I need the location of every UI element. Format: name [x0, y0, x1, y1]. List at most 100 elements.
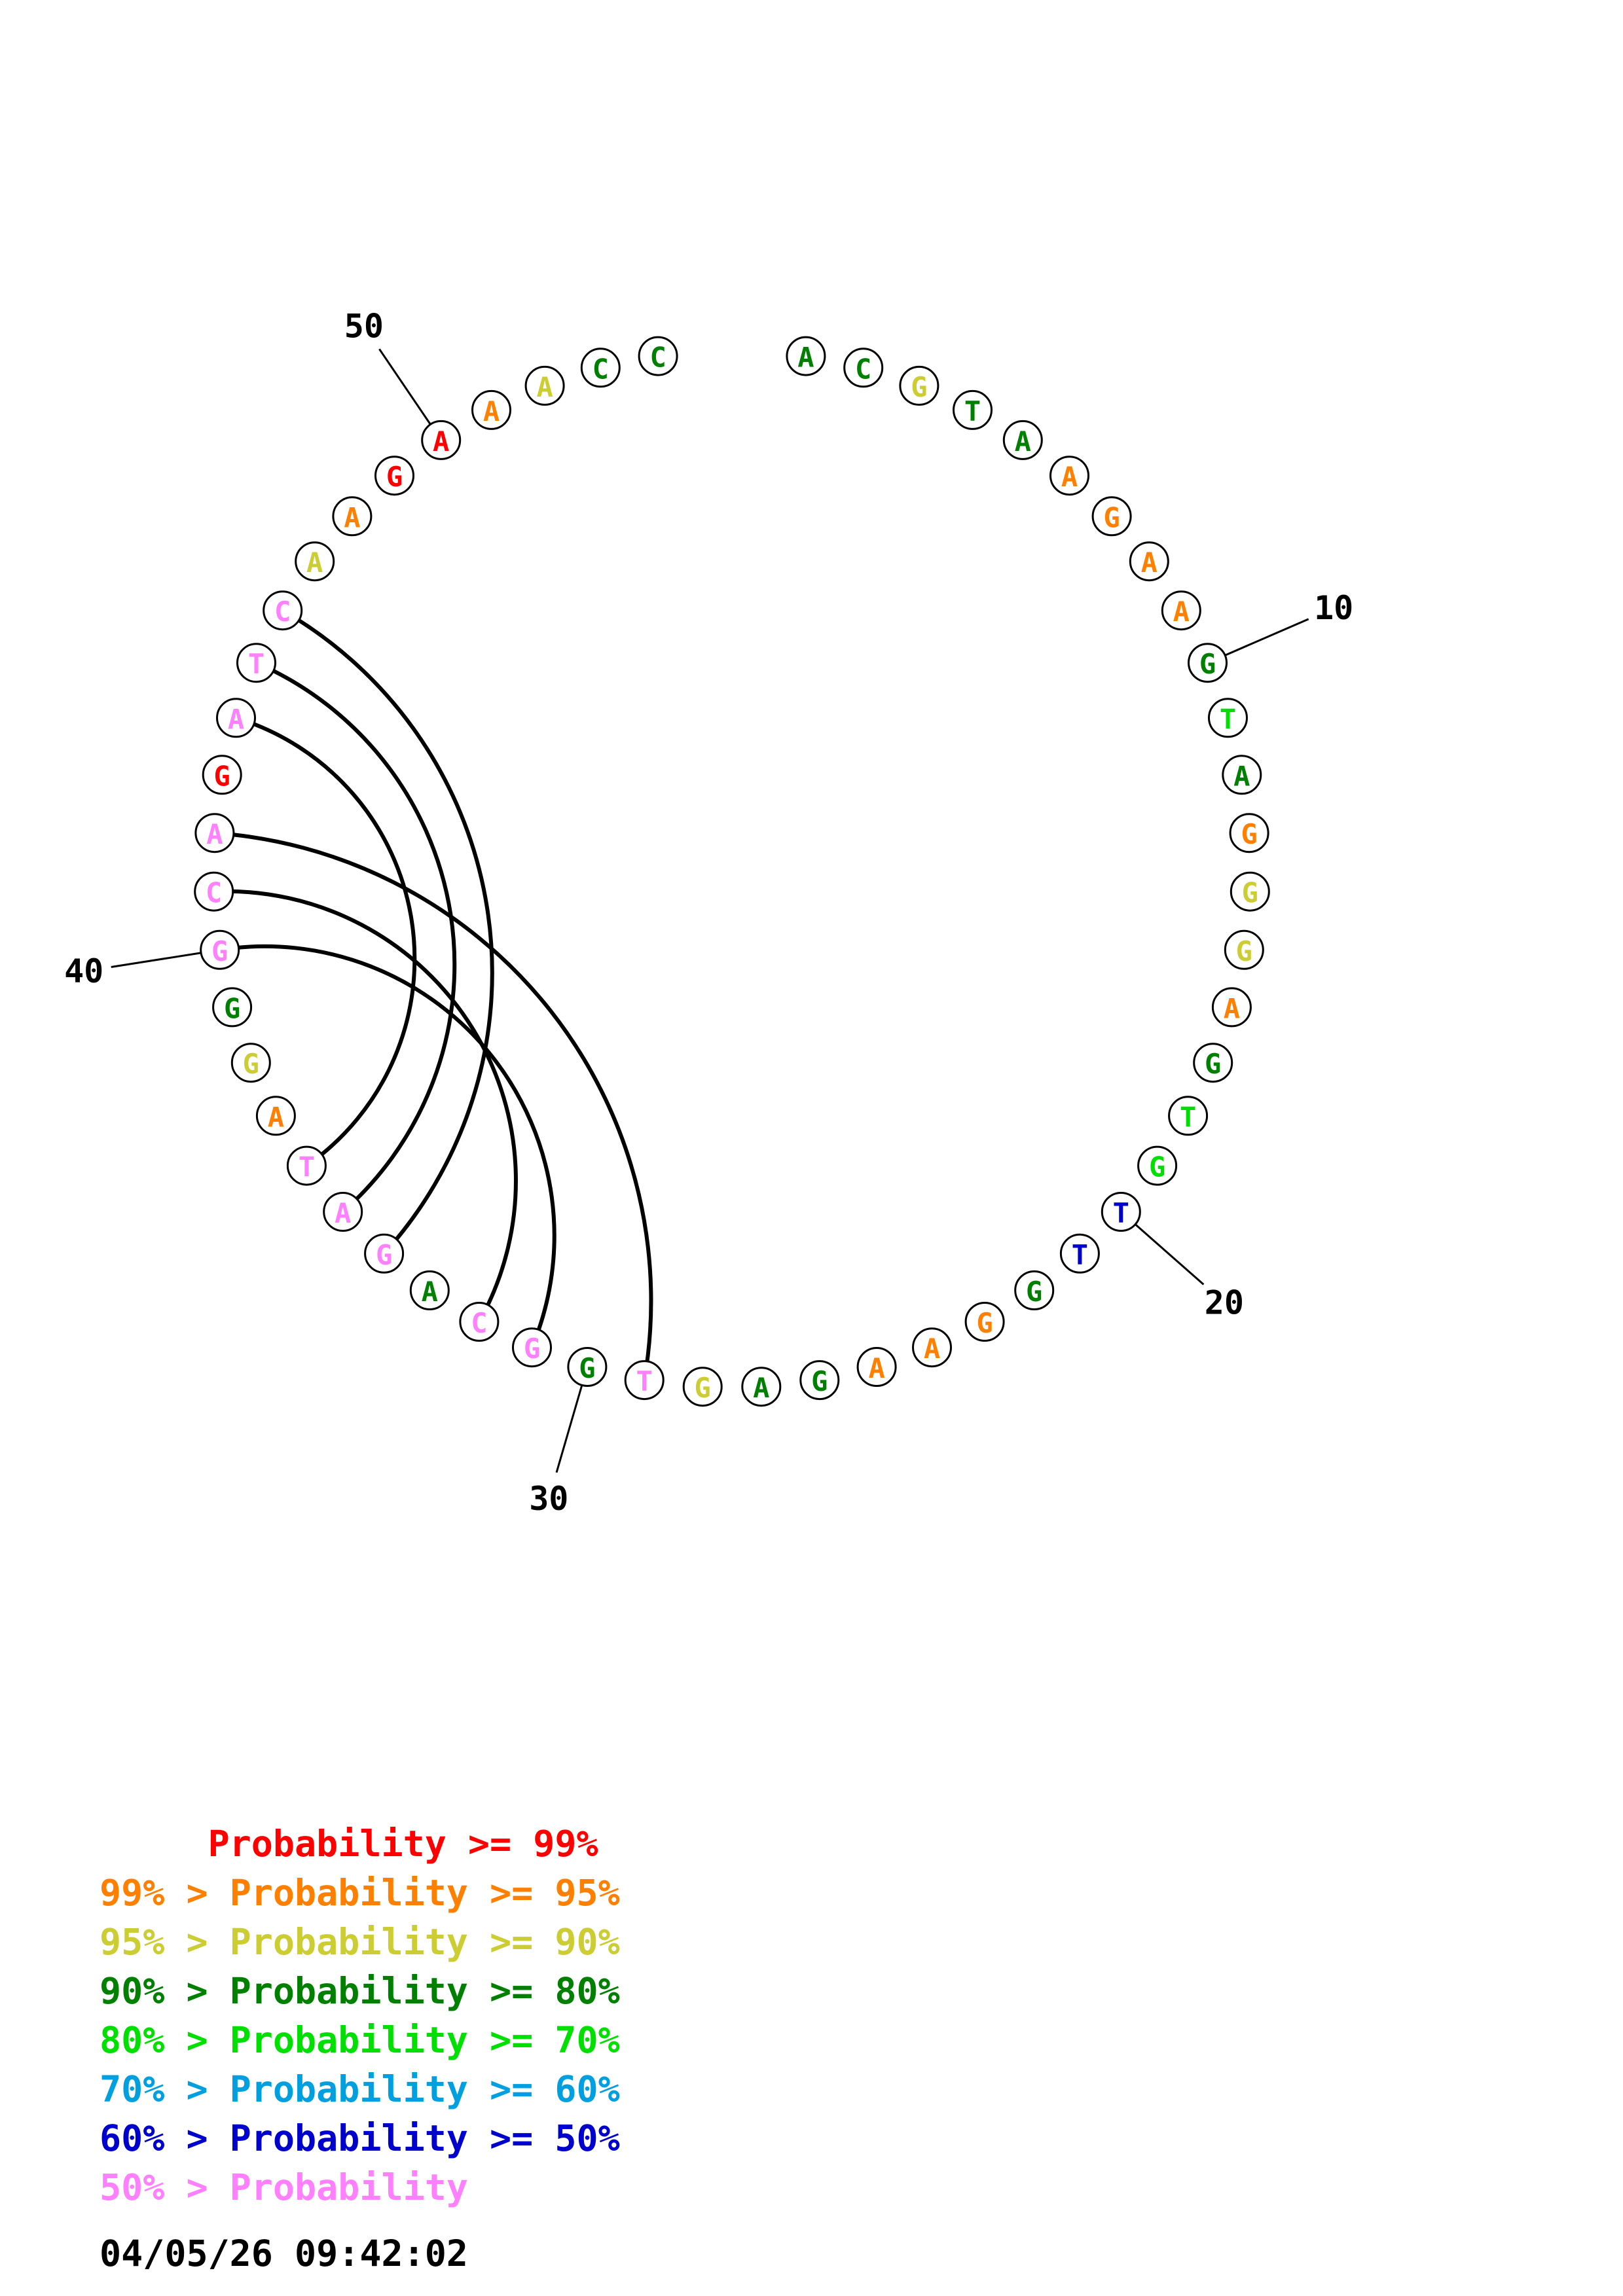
nucleotide: G	[200, 929, 240, 970]
nucleotide-letter: A	[797, 342, 814, 374]
nucleotide: A	[255, 1096, 296, 1136]
nucleotide-letter: A	[306, 547, 323, 579]
nucleotide: C	[194, 871, 234, 912]
nucleotide: G	[1224, 929, 1264, 970]
nucleotide: G	[1091, 496, 1132, 537]
nucleotide-ring: A CGTAAGAAGTAGGGAGTGTTGGAAGAGTGGCAGATAGGG…	[194, 336, 1270, 1407]
nucleotide-letter: A	[536, 371, 553, 403]
nucleotide: A	[1002, 420, 1043, 460]
nucleotide: G	[1188, 643, 1228, 683]
nucleotide: C	[580, 348, 621, 388]
nucleotide: A	[1211, 987, 1252, 1028]
position-tick	[1224, 618, 1309, 656]
position-ticks: 10 20 30 40 50	[64, 308, 1353, 1518]
position-tick	[111, 952, 202, 968]
nucleotide: A	[786, 336, 826, 376]
nucleotide-letter: G	[579, 1352, 595, 1384]
nucleotide-letter: C	[855, 353, 871, 385]
nucleotide: A	[323, 1192, 363, 1232]
nucleotide-letter: G	[211, 935, 228, 967]
nucleotide-letter: A	[228, 703, 244, 735]
nucleotide-letter: A	[1233, 760, 1250, 792]
nucleotide: A	[332, 496, 373, 537]
nucleotide-letter: G	[376, 1239, 392, 1271]
position-label: 10	[1314, 589, 1353, 627]
nucleotide: G	[202, 755, 242, 795]
nucleotide: A	[1049, 456, 1089, 496]
nucleotide-letter: A	[1061, 461, 1078, 493]
nucleotide: C	[843, 348, 884, 388]
position-tick	[1135, 1223, 1205, 1285]
base-pair-arc	[219, 944, 556, 1348]
nucleotide-letter: T	[1220, 703, 1236, 735]
nucleotide: T	[953, 389, 993, 430]
nucleotide: C	[638, 336, 678, 376]
nucleotide-letter: A	[1173, 596, 1190, 628]
nucleotide-letter: G	[524, 1333, 540, 1365]
nucleotide: A	[856, 1347, 897, 1387]
nucleotide-letter: T	[1113, 1197, 1129, 1229]
nucleotide-letter: A	[206, 818, 223, 850]
nucleotide-letter: G	[1241, 818, 1257, 850]
nucleotide-letter: G	[811, 1365, 828, 1397]
nucleotide-letter: C	[274, 596, 291, 628]
position-label: 30	[529, 1480, 568, 1518]
nucleotide: A	[471, 389, 511, 430]
nucleotide: A	[421, 420, 462, 460]
nucleotide-letter: T	[636, 1365, 653, 1397]
nucleotide-letter: G	[1205, 1048, 1221, 1080]
nucleotide: A	[912, 1327, 952, 1368]
legend-row-2: 99% > Probability >= 95%	[100, 1872, 620, 1914]
nucleotide-letter: G	[976, 1307, 993, 1339]
nucleotide-letter: G	[214, 760, 230, 792]
base-pair-arc	[214, 831, 653, 1381]
nucleotide: A	[216, 698, 256, 738]
nucleotide: T	[624, 1360, 665, 1401]
nucleotide: G	[1230, 871, 1270, 912]
nucleotide-letter: A	[1224, 992, 1240, 1024]
legend-row-1: Probability >= 99%	[100, 1823, 598, 1865]
nucleotide: T	[1059, 1233, 1100, 1274]
base-pair-arcs	[213, 609, 653, 1381]
nucleotide-letter: T	[299, 1151, 315, 1183]
nucleotide-letter: A	[753, 1372, 769, 1404]
nucleotide-letter: T	[1180, 1101, 1196, 1133]
legend-row-4: 90% > Probability >= 80%	[100, 1970, 620, 2012]
nucleotide-letter: A	[422, 1276, 438, 1308]
nucleotide: A	[741, 1367, 782, 1407]
nucleotide: C	[263, 590, 303, 631]
nucleotide-letter: G	[1103, 501, 1120, 533]
nucleotide: G	[230, 1043, 271, 1083]
nucleotide: G	[1137, 1145, 1178, 1186]
base-pair-arc	[213, 889, 518, 1323]
nucleotide: A	[1161, 590, 1201, 631]
nucleotide: G	[1014, 1270, 1055, 1310]
nucleotide: T	[236, 643, 276, 683]
nucleotide: A	[295, 541, 335, 582]
nucleotide-letter: G	[911, 371, 927, 403]
nucleotide-letter: A	[868, 1352, 884, 1384]
nucleotide: A	[524, 365, 565, 406]
nucleotide-letter: A	[268, 1101, 284, 1133]
timestamp: 04/05/26 09:42:02	[100, 2233, 468, 2274]
nucleotide: A	[1222, 755, 1262, 795]
nucleotide: G	[364, 1233, 405, 1274]
nucleotide-letter: A	[433, 425, 449, 457]
nucleotide: G	[964, 1302, 1005, 1342]
nucleotide-letter: T	[248, 648, 264, 680]
nucleotide-letter: C	[206, 877, 222, 909]
nucleotide-letter: C	[471, 1307, 487, 1339]
nucleotide: T	[1101, 1192, 1141, 1232]
nucleotide: T	[1168, 1096, 1209, 1136]
nucleotide: A	[1129, 541, 1169, 582]
nucleotide-letter: G	[386, 461, 403, 493]
nucleotide: A	[194, 813, 235, 853]
base-pair-arc	[282, 609, 494, 1255]
nucleotide-letter: C	[593, 353, 609, 385]
nucleotide: G	[899, 365, 939, 406]
nucleotide: G	[374, 456, 414, 496]
nucleotide: T	[286, 1145, 327, 1186]
legend-row-5: 80% > Probability >= 70%	[100, 2019, 620, 2061]
nucleotide-letter: T	[964, 395, 981, 427]
nucleotide-letter: A	[335, 1197, 351, 1229]
